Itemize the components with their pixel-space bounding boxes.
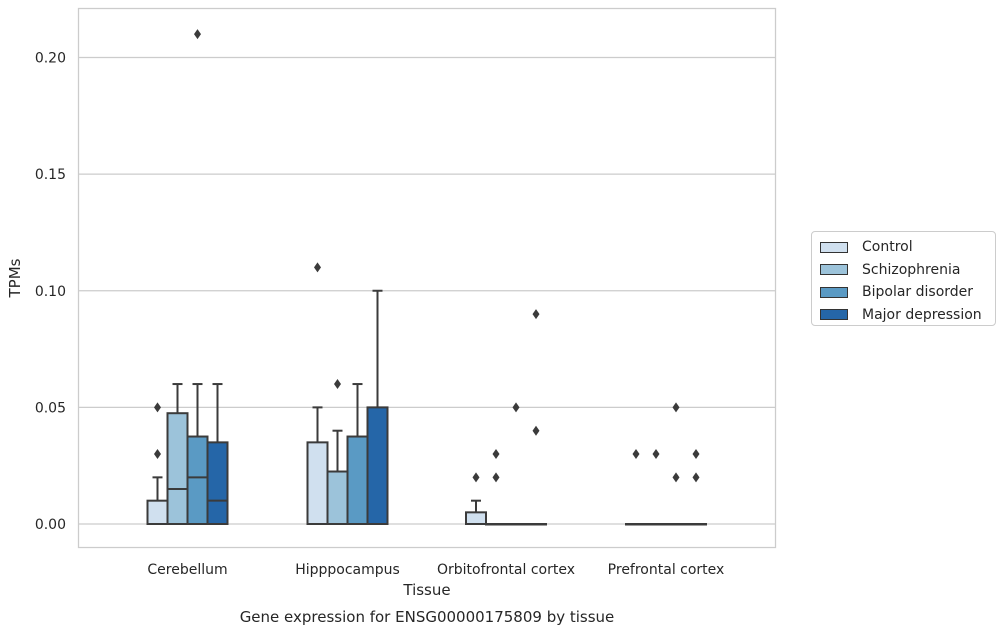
outlier-point [314, 262, 321, 273]
box-series [146, 29, 707, 526]
y-axis-label: TPMs [6, 258, 24, 298]
box-schizophrenia [645, 449, 667, 526]
outlier-point [154, 449, 161, 460]
outlier-point [154, 402, 161, 413]
legend: Control Schizophrenia Bipolar disorder Majo… [811, 231, 996, 326]
legend-label: Control [862, 239, 913, 256]
y-tick-label: 0.05 [35, 400, 66, 416]
y-tick-label: 0.10 [35, 284, 66, 300]
chart-title: Gene expression for ENSG00000175809 by t… [240, 608, 615, 626]
box-bipolar-disorder [186, 29, 209, 525]
x-tick-label: Orbitofrontal cortex [437, 562, 575, 578]
box-control [465, 472, 487, 526]
plot-frame [77, 7, 777, 549]
outlier-point [692, 472, 700, 483]
box-bipolar-disorder [505, 402, 527, 526]
legend-swatch [820, 286, 848, 298]
box [206, 441, 229, 525]
box-major-depression [206, 383, 229, 525]
box [166, 412, 189, 525]
box [366, 406, 389, 525]
box-schizophrenia [166, 383, 189, 525]
box-major-depression [685, 449, 707, 526]
legend-item: Major depression [820, 304, 987, 327]
outlier-point [472, 472, 480, 483]
x-tick-label: Prefrontal cortex [608, 562, 725, 578]
outlier-point [672, 402, 680, 413]
outlier-point [334, 379, 341, 390]
box [186, 435, 209, 525]
outlier-point [532, 425, 540, 436]
box [346, 435, 369, 525]
legend-label: Bipolar disorder [862, 284, 974, 301]
legend-label: Schizophrenia [862, 261, 961, 278]
box [146, 499, 169, 525]
box-control [146, 402, 169, 525]
legend-swatch [820, 309, 848, 321]
box-major-depression [525, 309, 547, 526]
outlier-point [672, 472, 680, 483]
y-tick-label: 0.20 [35, 51, 66, 67]
y-tick-label: 0.15 [35, 167, 66, 183]
outlier-point [532, 309, 540, 320]
x-tick-labels: Cerebellum Hipppocampus Orbitofrontal cort… [147, 562, 724, 578]
legend-swatch [820, 241, 848, 253]
legend-item: Bipolar disorder [820, 281, 987, 304]
legend-swatch [820, 264, 848, 276]
legend-label: Major depression [862, 306, 982, 323]
box [306, 441, 329, 525]
legend-item: Schizophrenia [820, 259, 987, 282]
box-bipolar-disorder [346, 383, 369, 525]
x-axis-label: Tissue [402, 581, 450, 599]
box-control [306, 262, 329, 525]
box-schizophrenia [326, 379, 349, 525]
x-tick-label: Cerebellum [147, 562, 227, 578]
box-major-depression [366, 289, 389, 525]
y-tick-label: 0.00 [35, 517, 66, 533]
x-tick-label: Hipppocampus [295, 562, 400, 578]
box [465, 511, 487, 526]
outlier-point [492, 472, 500, 483]
outlier-point [652, 449, 660, 460]
box-control [625, 449, 647, 526]
outlier-point [512, 402, 520, 413]
box-schizophrenia [485, 449, 507, 526]
outlier-point [492, 449, 500, 460]
outlier-point [632, 449, 640, 460]
outlier-point [692, 449, 700, 460]
box-bipolar-disorder [665, 402, 687, 526]
box [326, 470, 349, 525]
legend-item: Control [820, 236, 987, 259]
outlier-point [194, 29, 201, 40]
y-tick-labels: 0.00 0.05 0.10 0.15 0.20 [35, 51, 66, 534]
